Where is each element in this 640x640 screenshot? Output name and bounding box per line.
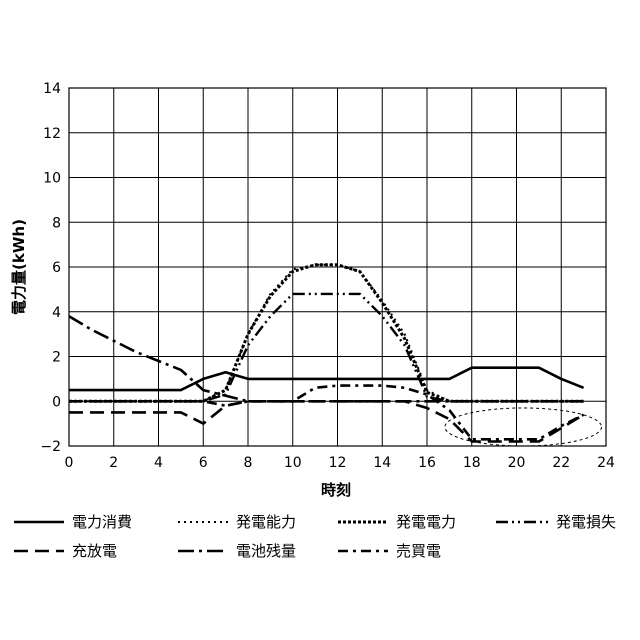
x-tick-label: 4: [154, 455, 163, 471]
x-tick-label: 22: [552, 455, 570, 471]
grid: [69, 88, 606, 446]
y-axis-title: 電力量(kWh): [10, 219, 28, 315]
series-line-7: [69, 386, 584, 440]
y-tick-label: 6: [52, 260, 61, 276]
series-layer: [69, 265, 584, 442]
y-tick-label: −2: [40, 439, 61, 455]
series-line-3: [69, 265, 584, 402]
y-tick-label: 14: [43, 81, 61, 97]
legend-label-4: 発電損失: [556, 513, 616, 531]
legend-label-7: 売買電: [396, 542, 441, 560]
legend-label-1: 電力消費: [72, 513, 132, 531]
x-tick-label: 12: [329, 455, 347, 471]
y-tick-label: 2: [52, 350, 61, 366]
x-tick-label: 0: [65, 455, 74, 471]
x-tick-label: 8: [244, 455, 253, 471]
y-tick-label: 4: [52, 305, 61, 321]
legend-label-3: 発電電力: [396, 513, 456, 531]
x-tick-label: 10: [284, 455, 302, 471]
series-line-2: [69, 265, 584, 402]
series-line-4: [69, 294, 584, 401]
x-tick-label: 16: [418, 455, 436, 471]
y-tick-label: 12: [43, 126, 61, 142]
x-tick-label: 20: [508, 455, 526, 471]
x-tick-label: 6: [199, 455, 208, 471]
series-line-5: [69, 401, 584, 441]
legend-label-2: 発電能力: [236, 513, 296, 531]
x-tick-label: 14: [373, 455, 391, 471]
legend-label-5: 充放電: [72, 542, 117, 560]
x-tick-label: 2: [109, 455, 118, 471]
y-tick-label: 8: [52, 215, 61, 231]
legend-label-6: 電池残量: [236, 542, 296, 560]
x-tick-label: 18: [463, 455, 481, 471]
y-tick-label: 10: [43, 171, 61, 187]
x-axis-title: 時刻: [321, 481, 351, 499]
legend: 電力消費 発電能力 発電電力 発電損失充放電 電池残量 売買電: [14, 513, 616, 560]
annotation-layer: [445, 408, 602, 446]
y-tick-label: 0: [52, 394, 61, 410]
tick-labels: 024681012141618202224−202468101214: [40, 81, 615, 471]
highlight-ellipse: [445, 408, 602, 446]
x-tick-label: 24: [597, 455, 615, 471]
series-line-6: [69, 316, 584, 401]
